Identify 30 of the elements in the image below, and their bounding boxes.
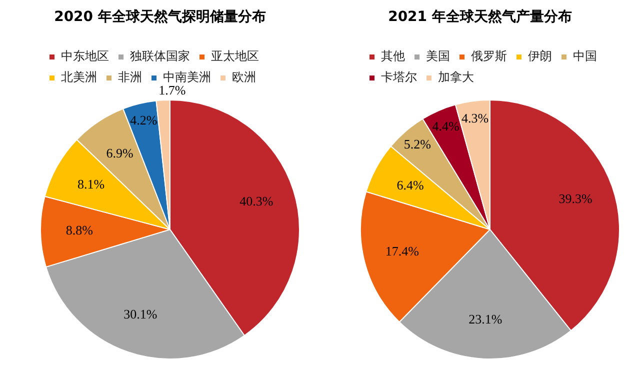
- legend-label: 亚太地区: [211, 49, 259, 64]
- legend-label: 加拿大: [438, 70, 474, 84]
- legend-label: 卡塔尔: [381, 70, 417, 84]
- data-label: 30.1%: [124, 306, 158, 322]
- data-label: 23.1%: [468, 311, 502, 326]
- legend-label: 非洲: [118, 70, 142, 84]
- data-label: 6.9%: [106, 145, 134, 160]
- legend-label: 中国: [573, 49, 597, 64]
- legend-label: 俄罗斯: [471, 49, 507, 64]
- data-label: 4.2%: [130, 112, 158, 128]
- data-label: 8.8%: [66, 222, 94, 238]
- legend-label: 独联体国家: [130, 49, 190, 64]
- data-label: 17.4%: [385, 243, 420, 258]
- legend-label: 北美洲: [61, 70, 97, 84]
- data-label: 6.4%: [396, 178, 424, 193]
- legend-label: 伊朗: [528, 49, 552, 64]
- chart-title: 2021 年全球天然气产量分布: [387, 8, 573, 27]
- legend-label: 其他: [381, 49, 405, 64]
- legend-label: 中南美洲: [163, 70, 211, 84]
- legend-label: 美国: [426, 49, 450, 64]
- data-label: 39.3%: [558, 190, 592, 206]
- data-label: 1.7%: [158, 82, 186, 98]
- legend-label: 欧洲: [232, 70, 256, 84]
- data-label: 40.3%: [240, 194, 274, 209]
- data-label: 4.4%: [432, 118, 460, 134]
- data-label: 5.2%: [404, 136, 432, 152]
- data-label: 4.3%: [461, 110, 489, 126]
- legend-label: 中东地区: [61, 49, 109, 64]
- chart-title: 2020 年全球天然气探明储量分布: [53, 8, 267, 27]
- data-label: 8.1%: [77, 176, 105, 192]
